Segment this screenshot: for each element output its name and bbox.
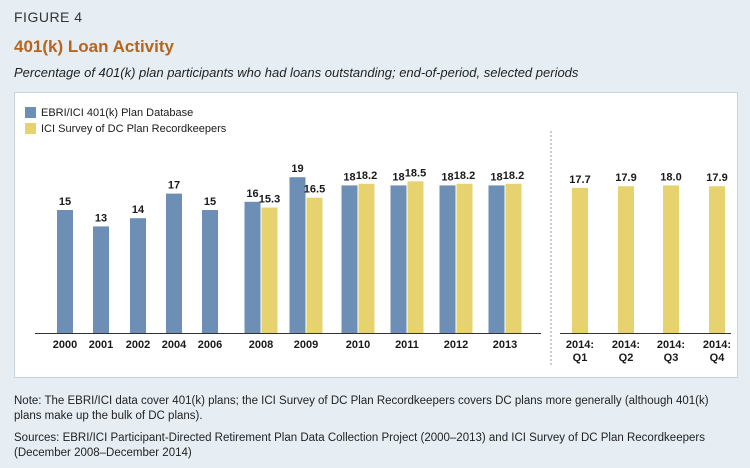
data-label-ici-7: 18.2 <box>356 170 377 182</box>
bar-ebri-1 <box>93 226 109 333</box>
bar-ebri-10 <box>488 185 505 333</box>
data-label-ici-9: 18.2 <box>454 170 475 182</box>
bar-ici-7 <box>358 183 375 333</box>
data-label-ebri-0: 15 <box>59 196 71 208</box>
data-label-ici-13: 18.0 <box>660 171 681 183</box>
data-label-ebri-3: 17 <box>168 180 180 192</box>
x-tick-label-2: 2002 <box>126 339 150 351</box>
x-tick-label-1: 2001 <box>89 339 113 351</box>
legend-label-ebri: EBRI/ICI 401(k) Plan Database <box>41 107 193 119</box>
bar-ici-5 <box>261 207 278 333</box>
legend-swatch-ici <box>25 123 36 134</box>
x-tick-label-4: 2006 <box>198 339 222 351</box>
x-tick-label-11-0: 2014: <box>566 339 594 351</box>
x-tick-label-12-1: Q2 <box>619 352 634 364</box>
x-tick-label-7: 2010 <box>346 339 370 351</box>
chart-sources: Sources: EBRI/ICI Participant-Directed R… <box>14 432 705 459</box>
bar-ici-10 <box>505 183 522 333</box>
bar-ici-12 <box>618 186 634 333</box>
figure-label: FIGURE 4 <box>14 9 83 25</box>
data-label-ebri-9: 18 <box>441 171 453 183</box>
data-label-ici-14: 17.9 <box>706 172 727 184</box>
x-tick-label-11-1: Q1 <box>573 352 588 364</box>
bar-ebri-6 <box>289 177 306 333</box>
x-tick-label-13-1: Q3 <box>664 352 679 364</box>
data-label-ici-5: 15.3 <box>259 194 280 206</box>
data-label-ebri-1: 13 <box>95 212 107 224</box>
x-tick-label-12-0: 2014: <box>612 339 640 351</box>
legend-label-ici: ICI Survey of DC Plan Recordkeepers <box>41 123 227 135</box>
chart-panel: EBRI/ICI 401(k) Plan Database ICI Survey… <box>14 92 738 378</box>
x-tick-label-0: 2000 <box>53 339 77 351</box>
data-label-ici-11: 17.7 <box>569 174 590 186</box>
data-label-ebri-7: 18 <box>343 171 355 183</box>
data-label-ebri-8: 18 <box>392 171 404 183</box>
data-label-ebri-5: 16 <box>246 188 258 200</box>
bar-chart: EBRI/ICI 401(k) Plan Database ICI Survey… <box>25 107 731 365</box>
bar-ebri-4 <box>202 210 218 333</box>
data-label-ici-12: 17.9 <box>615 172 636 184</box>
bar-ebri-2 <box>130 218 146 333</box>
chart-note: Note: The EBRI/ICI data cover 401(k) pla… <box>14 395 709 422</box>
bar-ici-14 <box>709 186 725 333</box>
legend-swatch-ebri <box>25 107 36 118</box>
data-label-ebri-10: 18 <box>490 171 502 183</box>
legend: EBRI/ICI 401(k) Plan Database ICI Survey… <box>25 107 227 135</box>
bar-ici-9 <box>456 183 473 333</box>
bar-ebri-0 <box>57 210 73 333</box>
chart-marks: 15 2000 13 2001 14 2002 17 2004 15 2006 16 15.3 2008… <box>35 131 731 365</box>
bar-ici-13 <box>663 185 679 333</box>
bar-ebri-9 <box>439 185 456 333</box>
x-tick-label-9: 2012 <box>444 339 468 351</box>
x-tick-label-10: 2013 <box>493 339 517 351</box>
data-label-ebri-4: 15 <box>204 196 216 208</box>
x-tick-label-14-1: Q4 <box>710 352 726 364</box>
bar-ebri-8 <box>390 185 407 333</box>
bar-ici-8 <box>407 181 424 333</box>
bar-ebri-3 <box>166 193 182 333</box>
data-label-ici-6: 16.5 <box>304 184 325 196</box>
chart-subtitle: Percentage of 401(k) plan participants w… <box>14 65 579 80</box>
bar-ebri-7 <box>341 185 358 333</box>
data-label-ici-8: 18.5 <box>405 167 426 179</box>
bar-ici-6 <box>306 197 323 333</box>
data-label-ici-10: 18.2 <box>503 170 524 182</box>
x-tick-label-13-0: 2014: <box>657 339 685 351</box>
bar-ici-11 <box>572 187 588 333</box>
data-label-ebri-2: 14 <box>132 204 145 216</box>
x-tick-label-6: 2009 <box>294 339 318 351</box>
x-tick-label-14-0: 2014: <box>703 339 731 351</box>
bar-ebri-5 <box>244 201 261 333</box>
data-label-ebri-6: 19 <box>291 163 303 175</box>
chart-title: 401(k) Loan Activity <box>14 37 174 56</box>
x-tick-label-3: 2004 <box>162 339 187 351</box>
x-tick-label-5: 2008 <box>249 339 273 351</box>
x-tick-label-8: 2011 <box>395 339 419 351</box>
